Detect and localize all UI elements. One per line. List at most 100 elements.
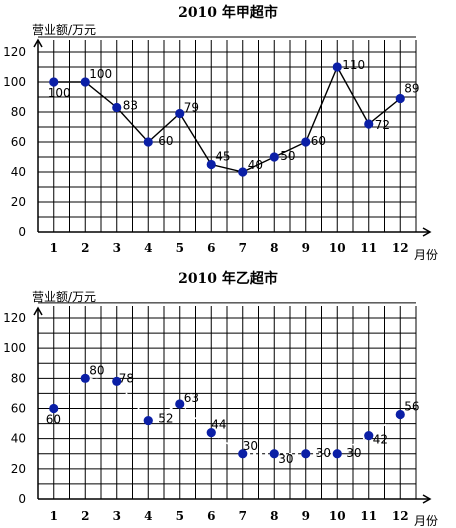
x-tick-label: 4	[144, 241, 152, 255]
data-point	[206, 159, 216, 170]
data-point	[269, 449, 279, 459]
y-tick-label: 0	[18, 225, 26, 239]
series-line	[53, 377, 401, 455]
data-point	[143, 415, 153, 426]
data-point	[395, 409, 405, 420]
data-label: 60	[46, 413, 61, 427]
data-label: 42	[373, 433, 388, 447]
data-point	[143, 137, 153, 147]
x-tick-label: 6	[207, 509, 215, 523]
y-tick-label: 120	[3, 45, 26, 59]
data-point	[364, 119, 374, 129]
x-tick-label: 5	[176, 509, 184, 523]
y-tick-label: 60	[11, 135, 26, 149]
data-point	[49, 77, 59, 87]
x-axis-label: 月份	[414, 514, 438, 528]
data-label: 78	[119, 371, 134, 385]
data-point	[49, 403, 59, 414]
data-label: 56	[404, 400, 419, 414]
data-label: 80	[89, 363, 104, 377]
data-point	[80, 77, 90, 87]
data-point	[395, 93, 405, 104]
y-tick-label: 0	[18, 492, 26, 506]
x-tick-label: 9	[302, 241, 310, 255]
y-axis-label: 营业额/万元	[32, 23, 96, 37]
x-tick-label: 5	[176, 241, 184, 255]
x-tick-label: 12	[392, 509, 409, 523]
data-label: 52	[158, 412, 173, 426]
x-tick-label: 2	[81, 509, 89, 523]
data-label: 110	[342, 58, 365, 72]
data-label: 100	[89, 67, 112, 81]
x-tick-label: 1	[50, 509, 58, 523]
data-label: 30	[346, 446, 361, 460]
x-tick-label: 11	[360, 241, 377, 255]
data-point	[206, 428, 216, 438]
x-tick-label: 8	[270, 509, 278, 523]
data-label: 45	[215, 150, 230, 164]
data-label: 83	[123, 99, 138, 113]
data-label: 63	[184, 391, 199, 405]
data-point	[364, 431, 374, 441]
x-tick-label: 10	[329, 509, 346, 523]
data-label: 72	[375, 118, 390, 132]
data-label: 89	[404, 82, 419, 96]
data-point	[112, 376, 122, 386]
data-label: 44	[211, 418, 226, 432]
y-tick-label: 20	[11, 195, 26, 209]
y-tick-label: 100	[3, 75, 26, 89]
data-label: 40	[248, 158, 263, 172]
data-label: 30	[316, 446, 331, 460]
data-point	[301, 137, 311, 147]
x-tick-label: 4	[144, 509, 152, 523]
y-tick-label: 80	[11, 105, 26, 119]
chart-title: 2010 年甲超市	[178, 4, 278, 21]
data-label: 60	[158, 134, 173, 148]
x-tick-label: 3	[113, 241, 121, 255]
y-axis-arrow	[33, 38, 43, 48]
data-point	[332, 62, 342, 72]
x-tick-label: 3	[113, 509, 121, 523]
data-label: 30	[278, 452, 293, 466]
x-tick-label: 10	[329, 241, 346, 255]
x-tick-label: 9	[302, 509, 310, 523]
data-label: 50	[280, 149, 295, 163]
y-axis-label: 营业额/万元	[32, 290, 96, 304]
x-tick-label: 7	[239, 509, 247, 523]
data-point	[269, 152, 279, 162]
data-point	[332, 449, 342, 459]
series-line	[53, 65, 401, 173]
data-point	[175, 399, 185, 409]
y-tick-label: 120	[3, 311, 26, 325]
data-point	[301, 449, 311, 459]
x-axis-label: 月份	[414, 248, 438, 262]
data-label: 60	[311, 134, 326, 148]
x-tick-label: 11	[360, 509, 377, 523]
y-tick-label: 40	[11, 432, 26, 446]
chart-title: 2010 年乙超市	[178, 270, 278, 287]
x-axis-arrow	[422, 227, 432, 237]
x-tick-label: 8	[270, 241, 278, 255]
data-label: 79	[184, 101, 199, 115]
data-label: 30	[243, 439, 258, 453]
y-tick-label: 80	[11, 371, 26, 385]
x-tick-label: 1	[50, 241, 58, 255]
data-label: 100	[48, 86, 71, 100]
y-tick-label: 20	[11, 462, 26, 476]
data-point	[112, 102, 122, 113]
data-point	[238, 167, 248, 177]
x-tick-label: 6	[207, 241, 215, 255]
y-tick-label: 40	[11, 165, 26, 179]
data-point	[238, 449, 248, 459]
x-tick-label: 2	[81, 241, 89, 255]
data-point	[80, 373, 90, 383]
x-tick-label: 12	[392, 241, 409, 255]
y-axis-arrow	[33, 306, 43, 316]
x-axis-arrow	[422, 494, 432, 504]
data-point	[175, 108, 185, 119]
y-tick-label: 100	[3, 341, 26, 355]
y-tick-label: 60	[11, 402, 26, 416]
